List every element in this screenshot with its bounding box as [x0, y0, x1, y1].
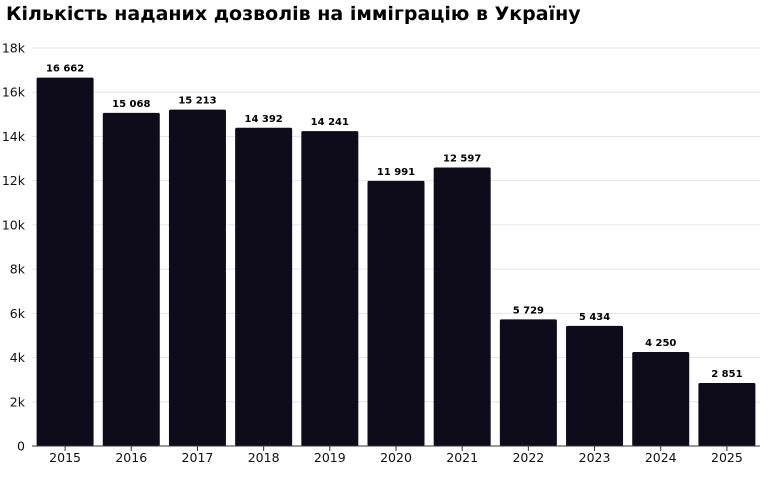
x-tick-label: 2020 — [380, 450, 412, 465]
x-tick-label: 2022 — [512, 450, 544, 465]
y-tick-label: 8k — [10, 262, 26, 277]
x-tick-label: 2025 — [711, 450, 743, 465]
bar — [499, 319, 557, 446]
data-label: 11 991 — [377, 167, 415, 178]
y-tick-label: 4k — [10, 350, 26, 365]
x-tick-label: 2018 — [248, 450, 280, 465]
y-axis: 0 2k 4k 6k 8k 10k 12k 14k 16k 18k — [2, 41, 26, 454]
data-label: 2 851 — [711, 369, 742, 380]
data-label: 12 597 — [443, 153, 481, 164]
data-label: 15 213 — [178, 96, 216, 107]
x-tick-label: 2024 — [645, 450, 677, 465]
bar — [698, 382, 756, 446]
bar — [433, 167, 491, 446]
chart-title: Кількість наданих дозволів на імміграцію… — [6, 3, 581, 25]
y-tick-label: 14k — [2, 129, 26, 144]
bar — [36, 77, 94, 447]
bar — [168, 109, 226, 447]
y-tick-label: 18k — [2, 41, 26, 56]
data-label: 4 250 — [645, 338, 676, 349]
bar — [566, 325, 624, 446]
data-label: 15 068 — [112, 99, 150, 110]
y-tick-label: 10k — [2, 217, 26, 232]
bar — [632, 352, 690, 446]
y-tick-label: 6k — [10, 306, 26, 321]
data-label: 14 241 — [311, 117, 349, 128]
y-tick-label: 16k — [2, 85, 26, 100]
x-tick-label: 2016 — [115, 450, 147, 465]
y-tick-label: 0 — [17, 439, 25, 454]
data-labels: 16 662 15 068 15 213 14 392 14 241 11 991 12 5… — [46, 64, 743, 380]
y-tick-label: 12k — [2, 173, 26, 188]
bar — [301, 131, 359, 446]
data-label: 14 392 — [244, 114, 282, 125]
x-tick-label: 2021 — [446, 450, 478, 465]
bar — [102, 112, 160, 447]
x-tick-label: 2023 — [579, 450, 611, 465]
x-axis: 2015 2016 2017 2018 2019 2020 2021 2022 2023 2024… — [32, 445, 760, 465]
data-label: 5 729 — [513, 305, 544, 316]
bar — [367, 180, 425, 446]
x-tick-label: 2019 — [314, 450, 346, 465]
data-label: 5 434 — [579, 312, 610, 323]
data-label: 16 662 — [46, 64, 84, 75]
y-tick-label: 2k — [10, 394, 26, 409]
bars — [36, 77, 756, 447]
bar — [235, 127, 293, 446]
x-tick-label: 2015 — [49, 450, 81, 465]
x-tick-label: 2017 — [182, 450, 214, 465]
